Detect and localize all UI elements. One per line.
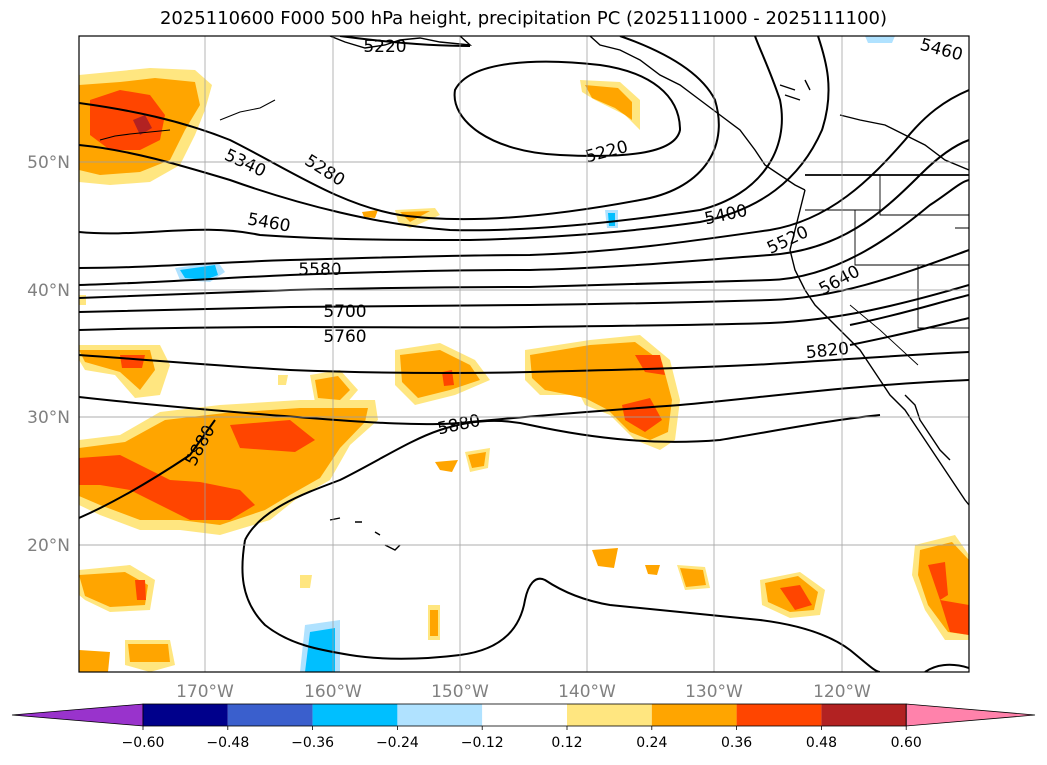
colorbar-segment xyxy=(651,704,737,726)
colorbar-extend-low xyxy=(11,703,144,727)
lon-label: 130°W xyxy=(685,682,743,702)
colorbar-extend-high xyxy=(905,703,1036,727)
lat-label: 40°N xyxy=(27,281,70,301)
colorbar-tick-label: −0.60 xyxy=(122,735,165,751)
coastlines xyxy=(99,36,969,551)
colorbar-segment xyxy=(397,704,483,726)
lat-label: 50°N xyxy=(27,153,70,173)
colorbar-segment xyxy=(821,704,907,726)
colorbar: −0.60 −0.48 −0.36 −0.24 −0.12 0.12 0.24 0.36 0.4… xyxy=(11,703,1036,751)
contour-label: 5580 xyxy=(298,260,341,280)
contour-5220-closed xyxy=(453,60,682,157)
lon-label: 140°W xyxy=(558,682,616,702)
lon-label: 160°W xyxy=(304,682,362,702)
colorbar-segment xyxy=(312,704,398,726)
latitude-labels: 50°N 40°N 30°N 20°N xyxy=(27,153,70,556)
height-contours xyxy=(79,36,969,672)
map-frame xyxy=(78,35,970,673)
map-title: 2025110600 F000 500 hPa height, precipit… xyxy=(159,8,888,29)
precip-shading xyxy=(79,36,969,672)
colorbar-tick-label: −0.24 xyxy=(376,735,419,751)
colorbar-tick-label: 0.12 xyxy=(551,735,582,751)
contour-label: 5700 xyxy=(323,302,366,322)
contour-label: 5220 xyxy=(363,37,406,57)
colorbar-tick-label: 0.48 xyxy=(806,735,837,751)
lon-label: 150°W xyxy=(431,682,489,702)
colorbar-segment xyxy=(482,704,567,726)
colorbar-tick-label: −0.48 xyxy=(206,735,249,751)
colorbar-segment xyxy=(227,704,313,726)
longitude-labels: 170°W 160°W 150°W 140°W 130°W 120°W xyxy=(176,682,871,702)
colorbar-tick-label: −0.12 xyxy=(461,735,504,751)
contour-label: 5760 xyxy=(323,327,366,347)
colorbar-tick-label: 0.60 xyxy=(891,735,922,751)
colorbar-outline xyxy=(142,703,907,727)
lat-label: 20°N xyxy=(27,536,70,556)
colorbar-segment xyxy=(567,704,652,726)
colorbar-tick-label: 0.24 xyxy=(636,735,667,751)
lat-label: 30°N xyxy=(27,408,70,428)
lon-label: 170°W xyxy=(176,682,234,702)
colorbar-tick-label: 0.36 xyxy=(721,735,752,751)
colorbar-tick-label: −0.36 xyxy=(291,735,334,751)
colorbar-segment xyxy=(736,704,822,726)
colorbar-segment xyxy=(143,704,228,726)
map-background xyxy=(79,36,969,672)
gridlines xyxy=(79,36,969,672)
lon-label: 120°W xyxy=(813,682,871,702)
contour-label: 5820 xyxy=(805,339,850,363)
